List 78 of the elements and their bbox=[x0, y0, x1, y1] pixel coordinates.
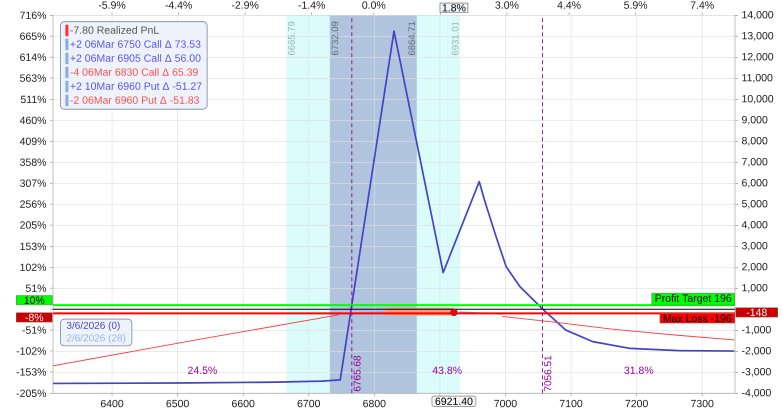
y2-tick-label: 563% bbox=[20, 74, 46, 82]
ref-line-label: Max Loss -196 bbox=[664, 314, 732, 322]
y-tick-label: 1,000 bbox=[742, 284, 768, 293]
y-tick-label: 10,000 bbox=[742, 94, 774, 104]
x2-tick-label: 3.0% bbox=[495, 1, 519, 9]
y-tick-label: -3,000 bbox=[742, 368, 771, 377]
annotation: -4 06Mar 6830 Call Δ 65.39 bbox=[70, 68, 198, 76]
x-tick-label: 6800 bbox=[363, 400, 386, 408]
text: -148 bbox=[746, 308, 767, 316]
y2-tick-label: -51% bbox=[22, 326, 46, 334]
ref-line-label: 7056.51 bbox=[544, 356, 552, 392]
annotation: 31.8% bbox=[624, 366, 654, 374]
text: 6921.40 bbox=[435, 398, 472, 406]
y2-tick-label: 307% bbox=[20, 179, 46, 187]
annotation: +2 06Mar 6905 Call Δ 56.00 bbox=[70, 54, 201, 62]
y2-tick-label: 205% bbox=[20, 221, 46, 229]
x2-tick-label: -5.9% bbox=[98, 1, 126, 9]
y2-tick-label: 665% bbox=[20, 32, 46, 40]
y-tick-label: 11,000 bbox=[742, 74, 772, 83]
x-tick-label: 7000 bbox=[494, 400, 517, 408]
y-tick-label: 4,000 bbox=[742, 220, 768, 230]
y2-tick-label: 460% bbox=[20, 116, 46, 124]
y2-tick-label: -102% bbox=[16, 347, 46, 355]
x-tick-label: 7200 bbox=[625, 400, 648, 408]
ref-line-label: Profit Target 196 bbox=[656, 294, 732, 304]
y-tick-label: 12,000 bbox=[742, 52, 774, 62]
x-tick-label: 6600 bbox=[232, 400, 254, 408]
annotation: +2 10Mar 6960 Put Δ -51.27 bbox=[70, 82, 202, 90]
y2-tick-label: 153% bbox=[20, 242, 46, 250]
y-tick-label: 9,000 bbox=[742, 116, 768, 125]
y2-tick-label: 256% bbox=[20, 200, 46, 208]
y-tick-label: 2,000 bbox=[742, 262, 768, 272]
annotation: -7.80 Realized PnL bbox=[70, 26, 159, 34]
y2-tick-label: 409% bbox=[20, 138, 46, 146]
x-tick-label: 6700 bbox=[298, 400, 320, 408]
text: 1.8% bbox=[442, 4, 466, 12]
x2-tick-label: -4.4% bbox=[165, 1, 192, 9]
x-tick-label: 7100 bbox=[560, 400, 582, 408]
y-tick-label: 14,000 bbox=[742, 10, 774, 20]
x-tick-label: 6400 bbox=[100, 400, 124, 408]
x-tick-label: 6500 bbox=[166, 400, 189, 408]
annotation: 24.5% bbox=[188, 366, 217, 374]
text: 2/6/2026 (28) bbox=[66, 334, 126, 344]
x2-tick-label: -2.9% bbox=[232, 1, 258, 9]
y2-tick-label: -205% bbox=[16, 390, 46, 398]
y-tick-label: 13,000 bbox=[742, 32, 774, 41]
annotation: 6864.71 bbox=[408, 22, 416, 56]
y-tick-label: -2,000 bbox=[742, 346, 771, 356]
text: -8% bbox=[25, 314, 44, 322]
text: 3/6/2026 (0) bbox=[66, 322, 120, 331]
x2-tick-label: 7.4% bbox=[690, 1, 714, 9]
y2-tick-label: 716% bbox=[20, 12, 46, 20]
x2-tick-label: 5.9% bbox=[624, 1, 648, 9]
annotation: 6931.01 bbox=[452, 22, 459, 56]
ref-line-label: 6765.68 bbox=[354, 356, 361, 392]
x2-tick-label: 0.0% bbox=[362, 1, 386, 9]
annotation: 43.8% bbox=[432, 366, 462, 374]
annotation: -2 06Mar 6960 Put Δ -51.83 bbox=[70, 96, 200, 104]
y-tick-label: -1,000 bbox=[742, 326, 771, 335]
y2-tick-label: 358% bbox=[20, 158, 46, 166]
y-tick-label: 8,000 bbox=[742, 136, 768, 146]
y-tick-label: -4,000 bbox=[742, 388, 771, 398]
annotation: 6665.79 bbox=[288, 22, 295, 56]
x2-tick-label: -1.4% bbox=[298, 1, 326, 9]
y2-tick-label: -153% bbox=[16, 368, 46, 376]
x-tick-label: 7300 bbox=[691, 400, 714, 408]
y2-tick-label: 102% bbox=[20, 264, 46, 272]
y-tick-label: 5,000 bbox=[742, 200, 768, 209]
annotation: +2 06Mar 6750 Call Δ 73.53 bbox=[70, 40, 200, 48]
y-tick-label: 3,000 bbox=[742, 242, 768, 251]
y-tick-label: 6,000 bbox=[742, 178, 768, 188]
y2-tick-label: 614% bbox=[20, 53, 46, 61]
annotation: 10% bbox=[24, 296, 44, 304]
y-tick-label: 7,000 bbox=[742, 158, 768, 167]
annotation: 6732.09 bbox=[332, 22, 338, 56]
y2-tick-label: 511% bbox=[20, 96, 46, 104]
x2-tick-label: 4.4% bbox=[557, 1, 581, 9]
y2-tick-label: 51% bbox=[26, 284, 46, 292]
